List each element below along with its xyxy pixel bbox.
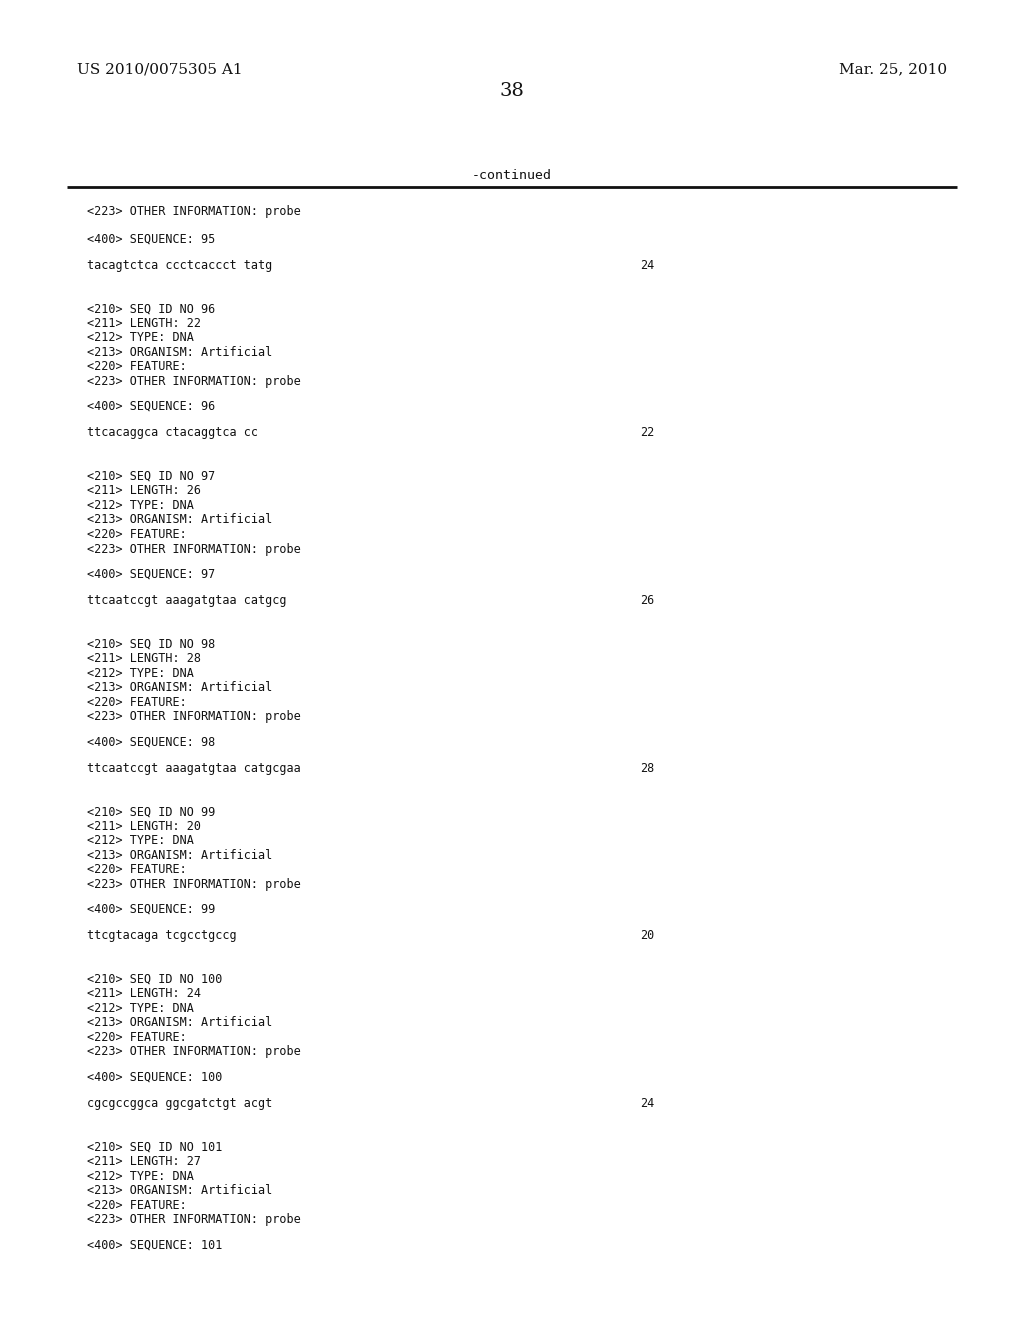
Text: cgcgccggca ggcgatctgt acgt: cgcgccggca ggcgatctgt acgt [87, 1097, 272, 1110]
Text: <212> TYPE: DNA: <212> TYPE: DNA [87, 667, 194, 680]
Text: <400> SEQUENCE: 98: <400> SEQUENCE: 98 [87, 735, 215, 748]
Text: ttcaatccgt aaagatgtaa catgcg: ttcaatccgt aaagatgtaa catgcg [87, 594, 287, 607]
Text: <223> OTHER INFORMATION: probe: <223> OTHER INFORMATION: probe [87, 1213, 301, 1226]
Text: <400> SEQUENCE: 96: <400> SEQUENCE: 96 [87, 400, 215, 413]
Text: Mar. 25, 2010: Mar. 25, 2010 [839, 62, 947, 77]
Text: tacagtctca ccctcaccct tatg: tacagtctca ccctcaccct tatg [87, 259, 272, 272]
Text: 24: 24 [640, 259, 654, 272]
Text: <400> SEQUENCE: 97: <400> SEQUENCE: 97 [87, 568, 215, 581]
Text: <211> LENGTH: 22: <211> LENGTH: 22 [87, 317, 201, 330]
Text: <223> OTHER INFORMATION: probe: <223> OTHER INFORMATION: probe [87, 1045, 301, 1059]
Text: <211> LENGTH: 24: <211> LENGTH: 24 [87, 987, 201, 1001]
Text: <220> FEATURE:: <220> FEATURE: [87, 696, 186, 709]
Text: <211> LENGTH: 20: <211> LENGTH: 20 [87, 820, 201, 833]
Text: ttcgtacaga tcgcctgccg: ttcgtacaga tcgcctgccg [87, 929, 237, 942]
Text: 22: 22 [640, 426, 654, 440]
Text: <220> FEATURE:: <220> FEATURE: [87, 528, 186, 541]
Text: <212> TYPE: DNA: <212> TYPE: DNA [87, 499, 194, 512]
Text: <211> LENGTH: 27: <211> LENGTH: 27 [87, 1155, 201, 1168]
Text: <212> TYPE: DNA: <212> TYPE: DNA [87, 834, 194, 847]
Text: <400> SEQUENCE: 99: <400> SEQUENCE: 99 [87, 903, 215, 916]
Text: <223> OTHER INFORMATION: probe: <223> OTHER INFORMATION: probe [87, 205, 301, 218]
Text: <223> OTHER INFORMATION: probe: <223> OTHER INFORMATION: probe [87, 710, 301, 723]
Text: <213> ORGANISM: Artificial: <213> ORGANISM: Artificial [87, 346, 272, 359]
Text: <212> TYPE: DNA: <212> TYPE: DNA [87, 1170, 194, 1183]
Text: 20: 20 [640, 929, 654, 942]
Text: ttcacaggca ctacaggtca cc: ttcacaggca ctacaggtca cc [87, 426, 258, 440]
Text: <220> FEATURE:: <220> FEATURE: [87, 1031, 186, 1044]
Text: 28: 28 [640, 762, 654, 775]
Text: <213> ORGANISM: Artificial: <213> ORGANISM: Artificial [87, 513, 272, 527]
Text: <211> LENGTH: 26: <211> LENGTH: 26 [87, 484, 201, 498]
Text: <211> LENGTH: 28: <211> LENGTH: 28 [87, 652, 201, 665]
Text: <212> TYPE: DNA: <212> TYPE: DNA [87, 1002, 194, 1015]
Text: 24: 24 [640, 1097, 654, 1110]
Text: <213> ORGANISM: Artificial: <213> ORGANISM: Artificial [87, 849, 272, 862]
Text: <210> SEQ ID NO 99: <210> SEQ ID NO 99 [87, 805, 215, 818]
Text: <210> SEQ ID NO 96: <210> SEQ ID NO 96 [87, 302, 215, 315]
Text: <223> OTHER INFORMATION: probe: <223> OTHER INFORMATION: probe [87, 878, 301, 891]
Text: <223> OTHER INFORMATION: probe: <223> OTHER INFORMATION: probe [87, 375, 301, 388]
Text: <400> SEQUENCE: 95: <400> SEQUENCE: 95 [87, 232, 215, 246]
Text: <213> ORGANISM: Artificial: <213> ORGANISM: Artificial [87, 681, 272, 694]
Text: <213> ORGANISM: Artificial: <213> ORGANISM: Artificial [87, 1184, 272, 1197]
Text: <210> SEQ ID NO 101: <210> SEQ ID NO 101 [87, 1140, 222, 1154]
Text: 38: 38 [500, 82, 524, 100]
Text: <220> FEATURE:: <220> FEATURE: [87, 1199, 186, 1212]
Text: <210> SEQ ID NO 97: <210> SEQ ID NO 97 [87, 470, 215, 483]
Text: <210> SEQ ID NO 98: <210> SEQ ID NO 98 [87, 638, 215, 651]
Text: ttcaatccgt aaagatgtaa catgcgaa: ttcaatccgt aaagatgtaa catgcgaa [87, 762, 301, 775]
Text: <213> ORGANISM: Artificial: <213> ORGANISM: Artificial [87, 1016, 272, 1030]
Text: US 2010/0075305 A1: US 2010/0075305 A1 [77, 62, 243, 77]
Text: -continued: -continued [472, 169, 552, 182]
Text: <210> SEQ ID NO 100: <210> SEQ ID NO 100 [87, 973, 222, 986]
Text: <400> SEQUENCE: 100: <400> SEQUENCE: 100 [87, 1071, 222, 1084]
Text: <220> FEATURE:: <220> FEATURE: [87, 360, 186, 374]
Text: <212> TYPE: DNA: <212> TYPE: DNA [87, 331, 194, 345]
Text: 26: 26 [640, 594, 654, 607]
Text: <223> OTHER INFORMATION: probe: <223> OTHER INFORMATION: probe [87, 543, 301, 556]
Text: <400> SEQUENCE: 101: <400> SEQUENCE: 101 [87, 1238, 222, 1251]
Text: <220> FEATURE:: <220> FEATURE: [87, 863, 186, 876]
